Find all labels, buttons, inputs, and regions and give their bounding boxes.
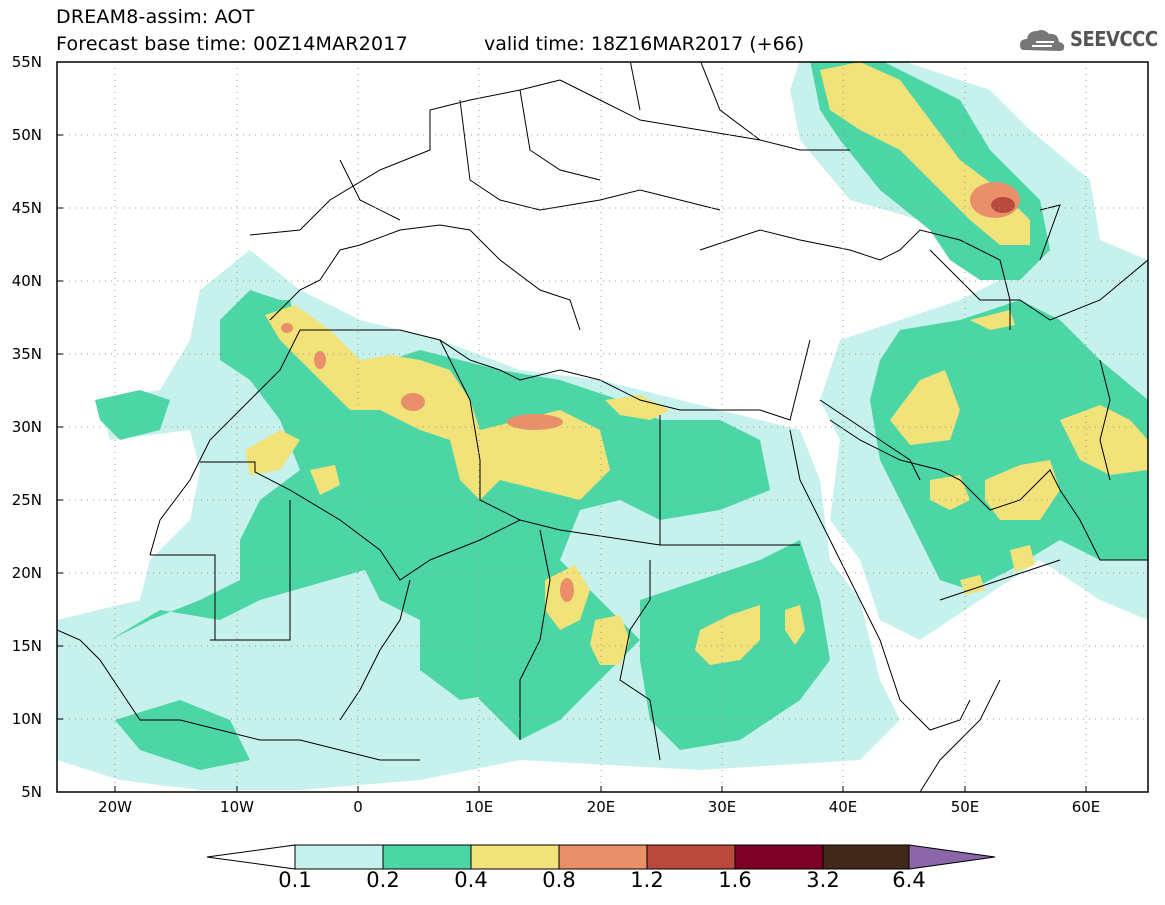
cloud-logo-icon [1020,30,1065,51]
lat-label: 10N [11,710,42,728]
colorbar-swatch-3.2 [822,844,910,870]
lon-label: 60E [1071,798,1101,816]
map-title: DREAM8-assim: AOT [56,6,255,28]
lat-label: 50N [11,126,42,144]
lat-label: 35N [11,345,42,363]
colorbar [206,844,996,870]
lon-label: 30E [707,798,737,816]
lon-label: 10W [220,798,254,816]
country-borders [150,62,1148,761]
lat-label: 55N [11,53,42,71]
lat-label: 15N [11,637,42,655]
forecast-base-time: Forecast base time: 00Z14MAR2017 [56,33,408,55]
lon-label: 0 [353,798,363,816]
colorbar-label: 0.8 [542,868,576,892]
lat-label: 40N [11,272,42,290]
colorbar-swatch-0.8 [558,844,648,870]
lat-label: 30N [11,418,42,436]
colorbar-swatch-0.1 [294,844,384,870]
colorbar-swatch-0.2 [382,844,472,870]
lat-label: 20N [11,564,42,582]
lon-label: 20W [98,798,132,816]
lat-label: 45N [11,199,42,217]
coastlines [57,79,1148,792]
colorbar-label: 1.2 [630,868,664,892]
lon-label: 40E [828,798,858,816]
lon-label: 50E [950,798,980,816]
colorbar-label: 0.2 [366,868,400,892]
colorbar-label: 3.2 [806,868,840,892]
colorbar-swatch-1.2 [646,844,736,870]
colorbar-label: 1.6 [718,868,752,892]
colorbar-swatch-1.6 [734,844,824,870]
logo-text: SEEVCCC [1070,27,1158,51]
colorbar-swatch-low-arrow [206,844,296,870]
lat-label: 25N [11,491,42,509]
colorbar-swatch-0.4 [470,844,560,870]
valid-time: valid time: 18Z16MAR2017 (+66) [484,33,805,55]
lat-label: 5N [21,783,42,801]
colorbar-swatch-high-arrow [908,844,996,870]
lon-label: 20E [586,798,616,816]
colorbar-label: 6.4 [892,868,926,892]
colorbar-label: 0.4 [454,868,488,892]
aot-level-1.2 [991,197,1015,213]
axis-ticks [57,134,1087,792]
colorbar-label: 0.1 [278,868,312,892]
lon-label: 10E [464,798,494,816]
